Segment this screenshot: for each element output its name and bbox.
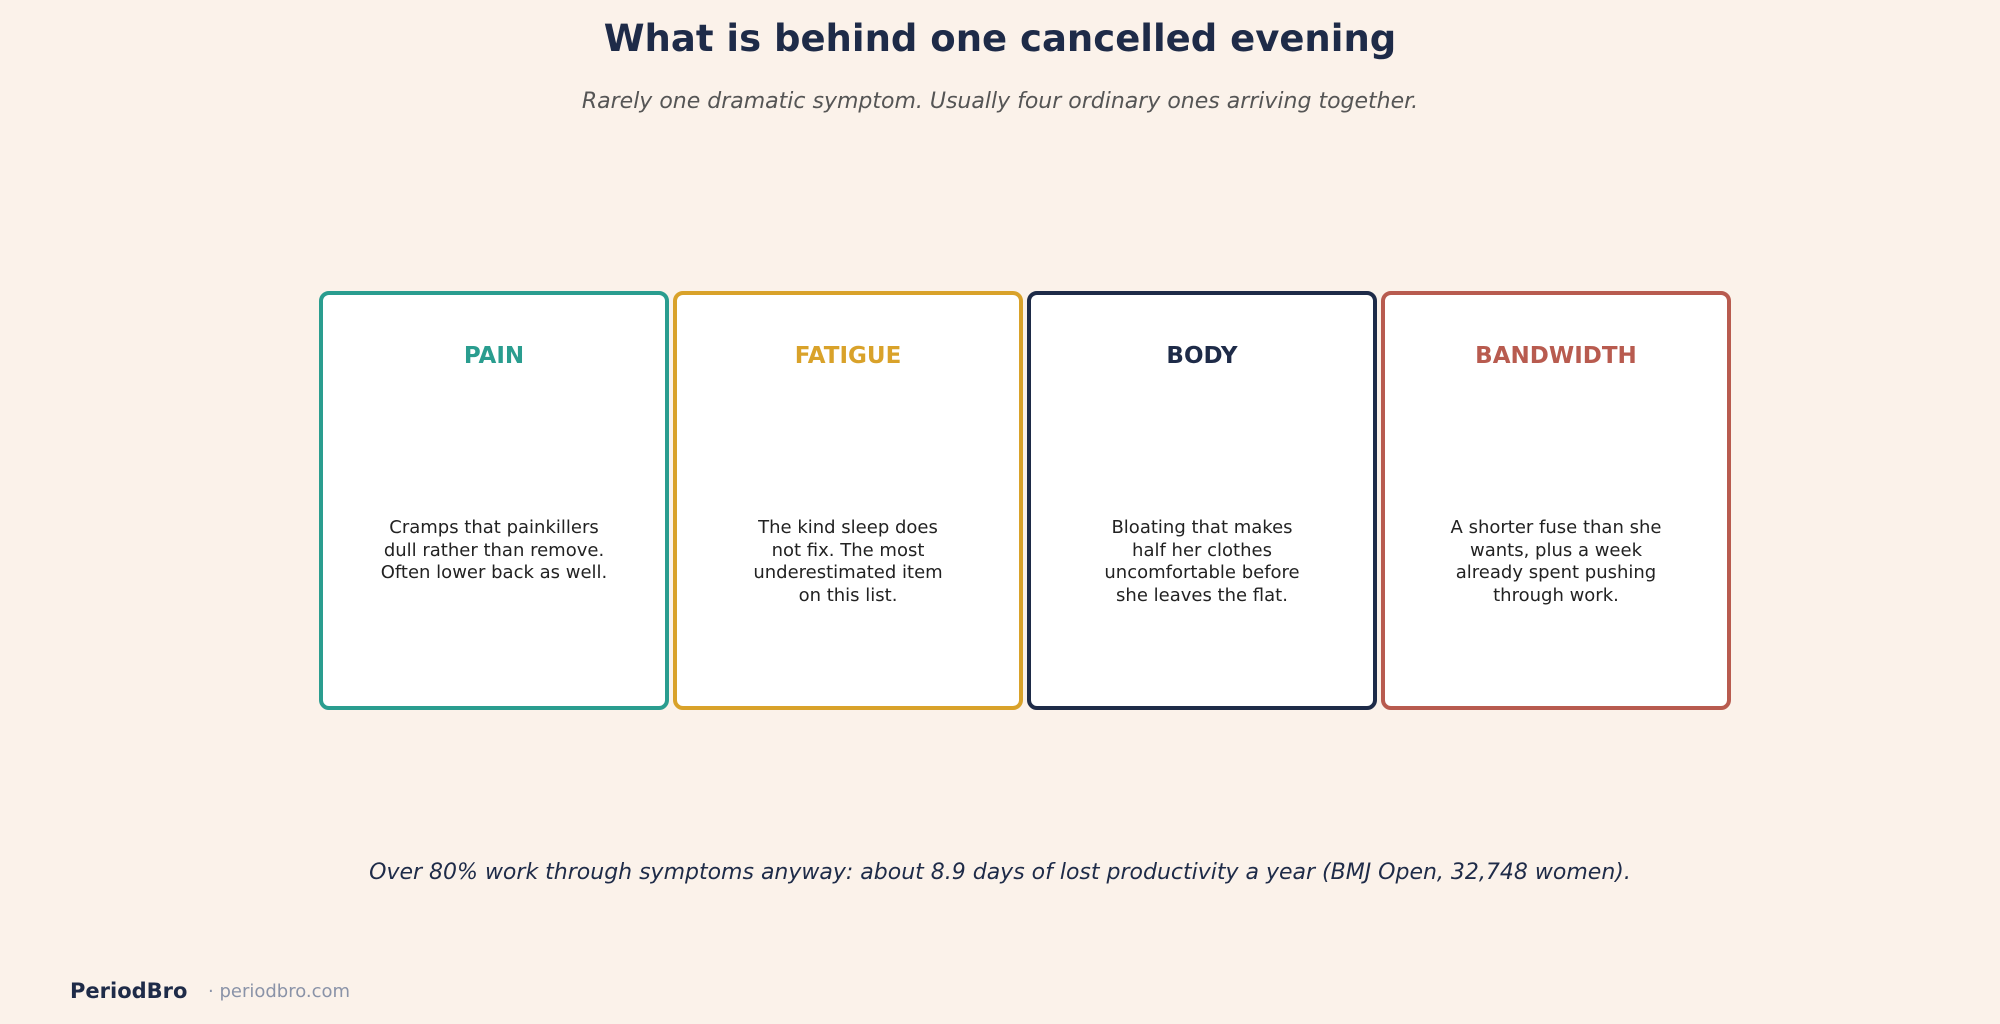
card-title: FATIGUE xyxy=(794,343,902,369)
card-title: BANDWIDTH xyxy=(1475,343,1637,369)
card-title: BODY xyxy=(1166,343,1238,369)
card-description: Cramps that painkillers dull rather than… xyxy=(380,517,608,583)
statistic-footnote: Over 80% work through symptoms anyway: a… xyxy=(369,860,1631,885)
page-title: What is behind one cancelled evening xyxy=(603,17,1397,60)
card-title: PAIN xyxy=(463,343,525,369)
card-fatigue: FATIGUE The kind sleep does not fix. The… xyxy=(673,291,1023,710)
brand-logo-text: PeriodBro xyxy=(70,979,188,1003)
card-bandwidth: BANDWIDTH A shorter fuse than she wants,… xyxy=(1381,291,1731,710)
card-body-symptoms: BODY Bloating that makes half her clothe… xyxy=(1027,291,1377,710)
card-description: A shorter fuse than she wants, plus a we… xyxy=(1450,517,1662,606)
card-description: The kind sleep does not fix. The most un… xyxy=(753,517,943,606)
card-pain: PAIN Cramps that painkillers dull rather… xyxy=(319,291,669,710)
card-description: Bloating that makes half her clothes unc… xyxy=(1104,517,1300,606)
brand-url: · periodbro.com xyxy=(208,981,351,1002)
page-subtitle: Rarely one dramatic symptom. Usually fou… xyxy=(581,89,1419,114)
symptom-cards: PAIN Cramps that painkillers dull rather… xyxy=(319,291,1731,712)
